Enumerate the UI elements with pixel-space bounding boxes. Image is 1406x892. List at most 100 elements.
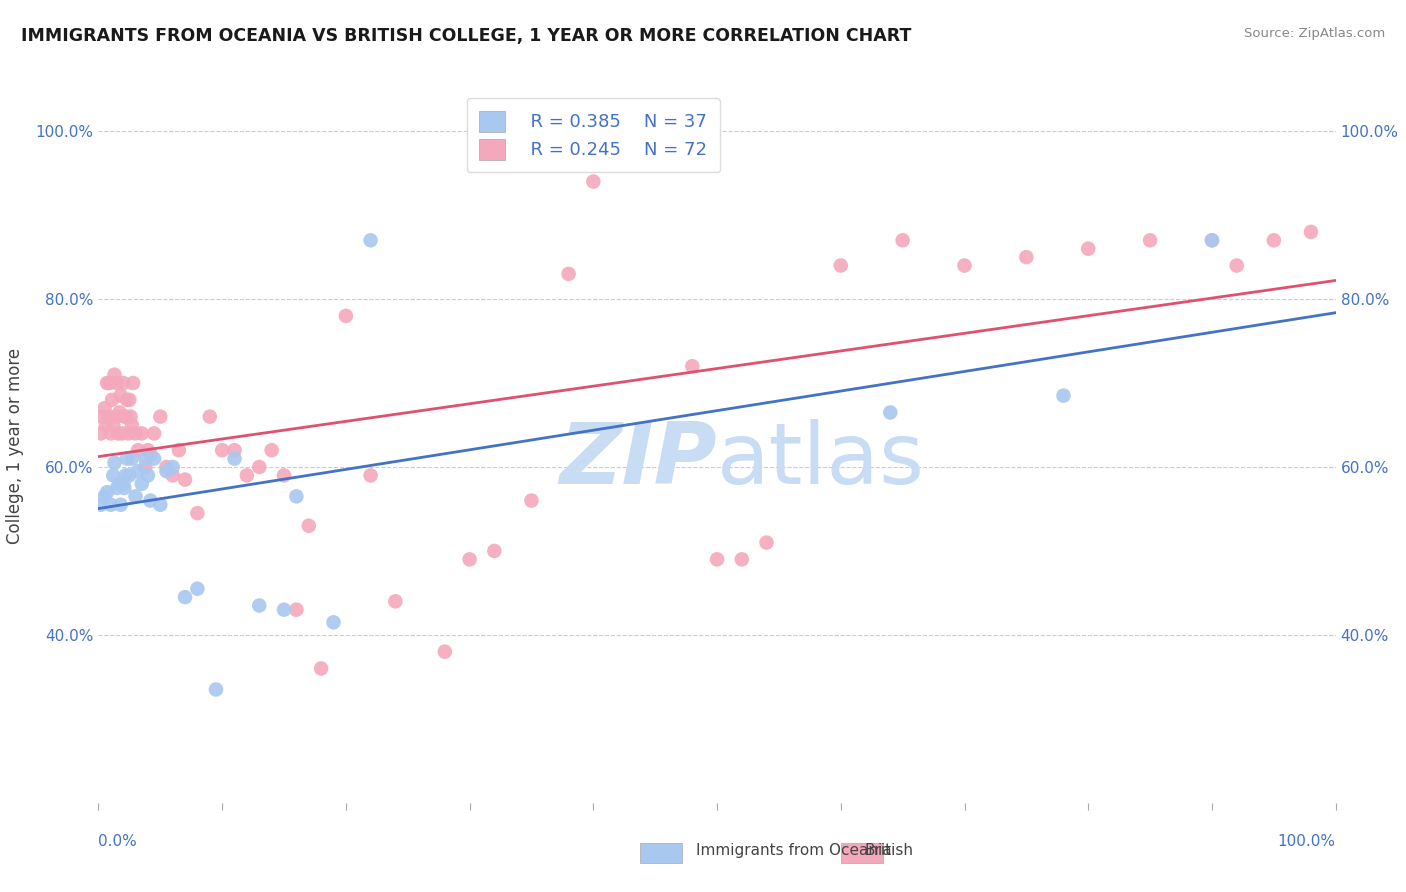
Point bbox=[520, 493, 543, 508]
Legend:   R = 0.385    N = 37,   R = 0.245    N = 72: R = 0.385 N = 37, R = 0.245 N = 72 bbox=[467, 98, 720, 172]
Point bbox=[96, 485, 118, 500]
Point bbox=[755, 535, 778, 549]
Point bbox=[118, 468, 141, 483]
Text: ZIP: ZIP bbox=[560, 418, 717, 502]
Point bbox=[121, 417, 143, 432]
Point bbox=[285, 603, 308, 617]
Point bbox=[1052, 389, 1074, 403]
Point bbox=[103, 456, 125, 470]
Point bbox=[582, 175, 605, 189]
Point bbox=[143, 426, 166, 441]
Point bbox=[1201, 233, 1223, 247]
Point bbox=[384, 594, 406, 608]
Point bbox=[134, 460, 156, 475]
Point bbox=[118, 392, 141, 407]
Point bbox=[322, 615, 344, 630]
Point bbox=[124, 489, 146, 503]
Point bbox=[139, 447, 162, 461]
Point bbox=[1299, 225, 1322, 239]
Point bbox=[103, 368, 125, 382]
Text: Immigrants from Oceania: Immigrants from Oceania bbox=[696, 843, 891, 858]
Point bbox=[273, 603, 295, 617]
Point bbox=[155, 460, 177, 475]
Point bbox=[162, 460, 184, 475]
Point bbox=[484, 544, 506, 558]
Point bbox=[115, 451, 138, 466]
Point bbox=[174, 590, 197, 604]
Point bbox=[298, 518, 321, 533]
Point bbox=[143, 451, 166, 466]
Point bbox=[131, 426, 153, 441]
Point bbox=[93, 489, 115, 503]
Point bbox=[127, 464, 149, 478]
Point bbox=[96, 376, 118, 390]
Point bbox=[112, 376, 135, 390]
Point bbox=[91, 409, 114, 424]
Point bbox=[360, 468, 382, 483]
Point bbox=[93, 401, 115, 416]
Point bbox=[112, 409, 135, 424]
Point bbox=[90, 498, 112, 512]
Point bbox=[122, 376, 145, 390]
Point bbox=[458, 552, 481, 566]
Point bbox=[167, 443, 190, 458]
Point bbox=[121, 451, 143, 466]
Point bbox=[120, 409, 142, 424]
Point bbox=[1015, 250, 1038, 264]
Point bbox=[1226, 259, 1249, 273]
Point bbox=[117, 426, 139, 441]
Point bbox=[149, 409, 172, 424]
Point bbox=[103, 468, 125, 483]
Point bbox=[891, 233, 914, 247]
Point bbox=[124, 426, 146, 441]
Point bbox=[107, 426, 129, 441]
Point bbox=[105, 376, 128, 390]
Point bbox=[273, 468, 295, 483]
Point bbox=[139, 493, 162, 508]
Point bbox=[681, 359, 703, 374]
Point bbox=[104, 409, 127, 424]
Text: atlas: atlas bbox=[717, 418, 925, 502]
Point bbox=[879, 405, 901, 419]
Point bbox=[211, 443, 233, 458]
Point bbox=[205, 682, 228, 697]
Point bbox=[111, 426, 134, 441]
Point bbox=[557, 267, 579, 281]
Point bbox=[360, 233, 382, 247]
Point bbox=[136, 468, 159, 483]
Text: 0.0%: 0.0% bbox=[98, 834, 138, 849]
Point bbox=[247, 599, 270, 613]
Point bbox=[953, 259, 976, 273]
Point bbox=[1139, 233, 1161, 247]
Point bbox=[155, 464, 177, 478]
Point bbox=[101, 392, 124, 407]
Point bbox=[830, 259, 852, 273]
Text: British: British bbox=[865, 843, 914, 858]
Point bbox=[285, 489, 308, 503]
Point bbox=[112, 481, 135, 495]
Point bbox=[112, 476, 135, 491]
Point bbox=[706, 552, 728, 566]
Text: IMMIGRANTS FROM OCEANIA VS BRITISH COLLEGE, 1 YEAR OR MORE CORRELATION CHART: IMMIGRANTS FROM OCEANIA VS BRITISH COLLE… bbox=[21, 27, 911, 45]
Point bbox=[97, 409, 120, 424]
Point bbox=[110, 389, 132, 403]
Point bbox=[224, 443, 246, 458]
Point bbox=[174, 473, 197, 487]
Point bbox=[115, 392, 138, 407]
Point bbox=[149, 498, 172, 512]
Point bbox=[100, 426, 122, 441]
Point bbox=[131, 476, 153, 491]
Point bbox=[110, 498, 132, 512]
Point bbox=[127, 443, 149, 458]
Point bbox=[1201, 233, 1223, 247]
Point bbox=[198, 409, 221, 424]
Point bbox=[731, 552, 754, 566]
Point bbox=[136, 443, 159, 458]
Point bbox=[433, 645, 456, 659]
Point bbox=[309, 661, 332, 675]
Point bbox=[186, 582, 208, 596]
Point bbox=[108, 476, 131, 491]
Text: 100.0%: 100.0% bbox=[1278, 834, 1336, 849]
Point bbox=[98, 376, 121, 390]
Point bbox=[236, 468, 259, 483]
